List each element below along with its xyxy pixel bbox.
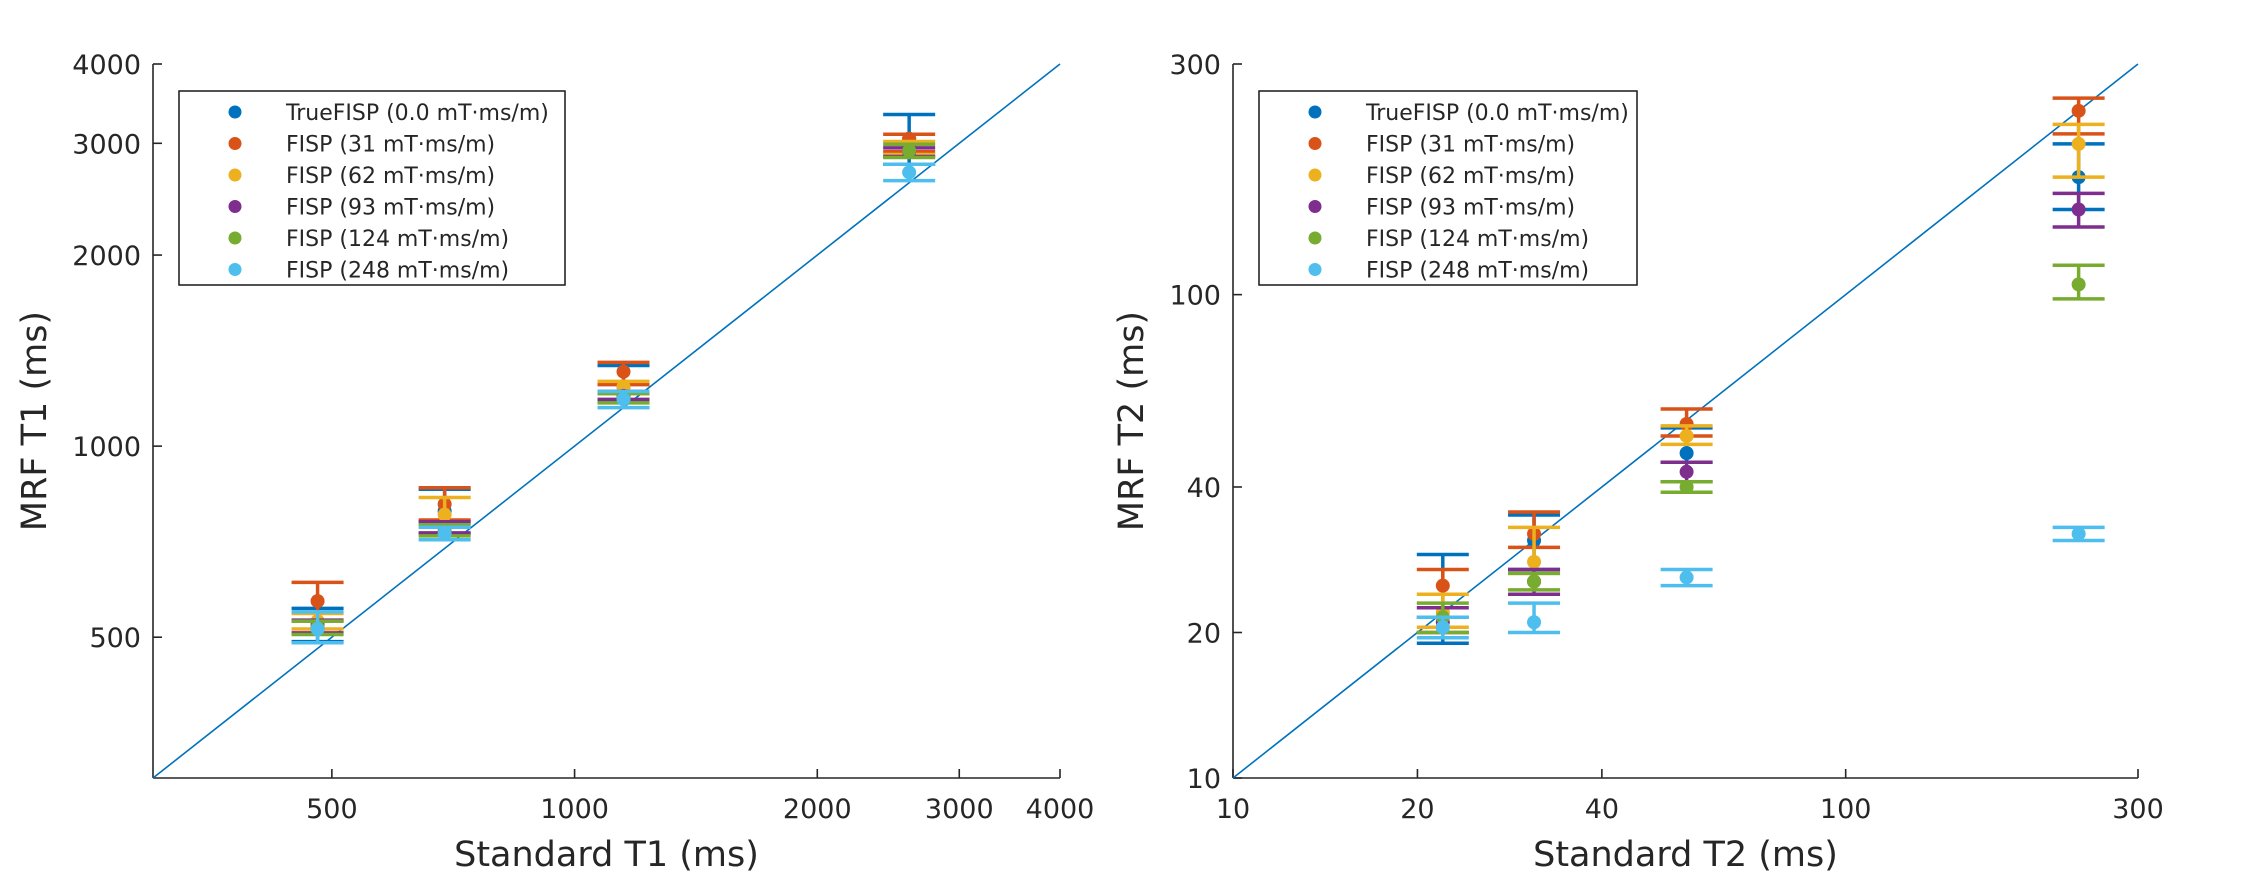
t2-legend: TrueFISP (0.0 mT·ms/m) FISP (31 mT·ms/m) F… [1258,90,1638,286]
t2-data-point [1527,615,1542,630]
t2-data-point [2071,277,2086,292]
t2-legend-marker [1308,200,1322,213]
t2-y-axis-label: MRF T2 (ms) [1112,311,1152,531]
t2-legend-label: FISP (62 mT·ms/m) [1366,164,1575,189]
t2-y-tick-label: 300 [1169,50,1221,81]
t2-data-point [1435,578,1450,593]
t1-data-point [310,622,325,637]
t1-legend-label: FISP (248 mT·ms/m) [286,259,509,284]
t2-data-point [1679,479,1694,494]
t1-legend-marker [228,200,242,213]
t1-series-5 [291,162,936,645]
t2-legend-label: FISP (248 mT·ms/m) [1366,259,1589,284]
t2-x-tick-label: 100 [1820,794,1872,825]
t2-x-tick-label: 20 [1400,794,1434,825]
t2-data-point [1679,446,1694,461]
t1-y-tick-label: 4000 [72,50,141,81]
t1-y-axis-label: MRF T1 (ms) [15,311,55,531]
t1-legend-label: TrueFISP (0.0 mT·ms/m) [285,101,549,126]
t1-y-tick-label: 500 [89,623,141,654]
t2-legend-marker [1308,137,1322,150]
t1-data-point [902,143,917,158]
t1-x-axis-label: Standard T1 (ms) [454,835,759,874]
t1-data-point [616,392,631,407]
t2-data-point [2071,526,2086,541]
t2-y-tick-label: 10 [1187,764,1221,795]
t1-data-point [437,507,452,522]
t1-legend-label: FISP (31 mT·ms/m) [286,133,495,158]
t2-chart: 10 20 40 100 300 10 20 40 100 300 Standard T2 (ms)… [1112,50,2164,874]
t2-series-3 [1416,191,2105,635]
t1-legend-marker [228,263,242,276]
t2-data-point [1435,620,1450,635]
t1-legend-box [178,90,566,286]
t1-x-tick-label: 2000 [783,794,852,825]
t1-x-tick-label: 1000 [540,794,609,825]
t2-data-point [1527,574,1542,589]
t1-legend-label: FISP (124 mT·ms/m) [286,227,509,252]
t2-legend-marker [1308,168,1322,182]
t1-legend-marker [228,105,242,119]
t1-legend-marker [228,137,242,150]
t2-legend-label: FISP (124 mT·ms/m) [1366,227,1589,252]
t2-x-tick-label: 10 [1216,794,1250,825]
t2-legend-marker [1308,105,1322,119]
t1-y-tick-label: 3000 [72,129,141,160]
t1-y-tick-label: 1000 [72,432,141,463]
t1-x-tick-label: 500 [306,794,358,825]
t1-legend-marker [228,168,242,182]
t1-data-point [310,594,325,609]
t1-y-tick-label: 2000 [72,241,141,272]
t2-y-tick-label: 100 [1169,281,1221,312]
t1-x-tick-label: 4000 [1026,794,1095,825]
t2-x-axis-label: Standard T2 (ms) [1533,835,1838,874]
t1-legend-label: FISP (62 mT·ms/m) [286,164,495,189]
t2-x-tick-label: 40 [1585,794,1619,825]
t1-identity-line [152,63,1061,779]
t2-series-4 [1416,263,2105,635]
t2-legend-label: TrueFISP (0.0 mT·ms/m) [1365,101,1629,126]
t1-data-point [616,364,631,379]
t2-y-tick-label: 40 [1187,473,1221,504]
t1-data-point [902,165,917,180]
t2-legend-label: FISP (93 mT·ms/m) [1366,196,1575,221]
t2-legend-marker [1308,263,1322,276]
t2-data-point [2071,136,2086,151]
t1-legend-label: FISP (93 mT·ms/m) [286,196,495,221]
t1-data-point [437,526,452,541]
t1-chart: 500 1000 2000 3000 4000 500 1000 2000 3000 4000 St… [15,50,1094,874]
t2-data-point [1679,464,1694,479]
t2-legend-label: FISP (31 mT·ms/m) [1366,133,1575,158]
t2-series-5 [1416,525,2105,640]
t1-legend-marker [228,231,242,245]
t2-data-point [2071,103,2086,118]
t2-legend-marker [1308,231,1322,245]
t1-x-tick-label: 3000 [925,794,994,825]
t2-legend-box [1258,90,1638,286]
t2-y-tick-label: 20 [1187,618,1221,649]
t1-legend: TrueFISP (0.0 mT·ms/m) FISP (31 mT·ms/m) F… [178,90,566,286]
t2-data-point [1679,570,1694,585]
t2-data-point [1679,428,1694,443]
t2-x-tick-label: 300 [2112,794,2164,825]
t2-data-point [2071,202,2086,217]
t2-data-point [1527,554,1542,569]
